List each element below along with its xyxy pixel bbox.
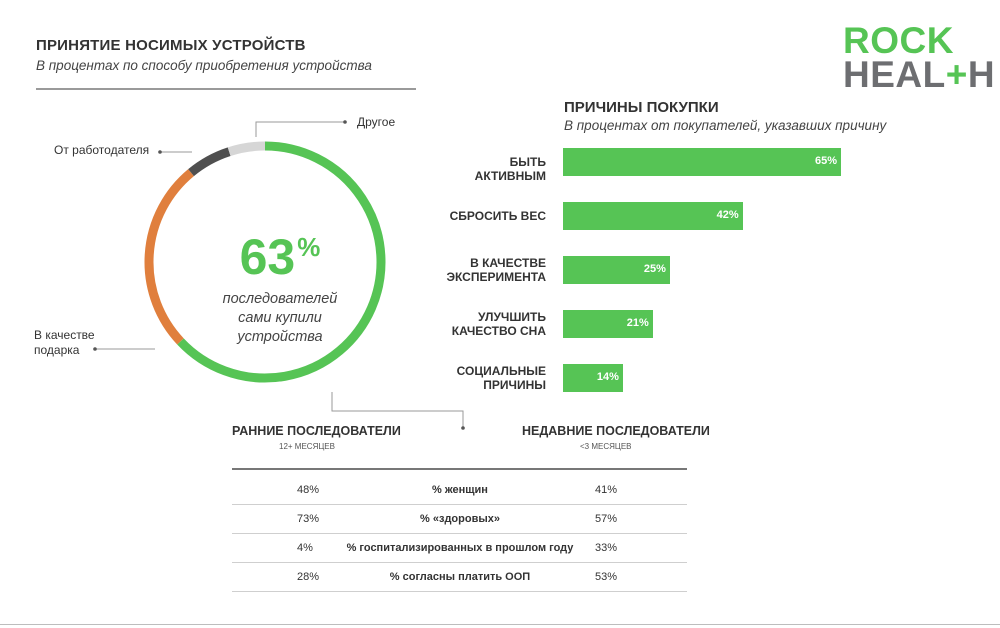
table-metric-label: % женщин: [432, 484, 488, 496]
label-gift: В качестве подарка: [34, 328, 95, 357]
big-caption-line: сами купили: [238, 310, 322, 326]
leader-dot-table: [461, 426, 465, 430]
bar-value-label: 65%: [814, 155, 837, 167]
donut-segment-gift: [144, 169, 194, 345]
bar-category-line: ЭКСПЕРИМЕНТА: [446, 270, 546, 284]
donut-ring: [144, 141, 386, 383]
bar: 21%: [563, 310, 653, 338]
table-metric-label: % согласны платить ООП: [389, 571, 531, 583]
rock-health-logo: ROCK HEAL + H: [843, 20, 996, 95]
donut-segment-self: [177, 141, 386, 383]
title-divider: [36, 88, 416, 90]
table-metric-label: % госпитализированных в прошлом году: [346, 542, 574, 554]
big-percent: 63%: [205, 228, 355, 286]
bar: 25%: [563, 256, 670, 284]
big-caption: последователей сами купили устройства: [195, 290, 365, 347]
big-percent-unit: %: [297, 232, 321, 262]
table-cell: 4%: [297, 542, 313, 554]
leader-dot-gift: [93, 347, 97, 351]
bar: 42%: [563, 202, 743, 230]
logo-line-2-c: H: [967, 54, 996, 95]
logo-line-1: ROCK: [843, 20, 954, 61]
bar-chart-title: ПРИЧИНЫ ПОКУПКИ: [564, 99, 719, 116]
table-cell: 28%: [297, 571, 320, 583]
bar-category-line: СОЦИАЛЬНЫЕ: [456, 364, 546, 378]
logo-line-2-a: HEAL: [843, 54, 946, 95]
bar-category-label: СБРОСИТЬ ВЕС: [436, 209, 546, 223]
table-cell: 41%: [595, 484, 618, 496]
leader-dot-other: [343, 120, 347, 124]
label-employer: От работодателя: [54, 143, 150, 157]
table-header-rule: [232, 468, 687, 470]
donut-segment-other: [227, 141, 266, 156]
footer-rule: [0, 624, 1000, 625]
donut-segment-employer: [188, 147, 231, 177]
logo-line-2: HEAL + H: [843, 54, 996, 95]
bar-category-label: БЫТЬ АКТИВНЫМ: [436, 155, 546, 183]
bar-value-label: 25%: [643, 263, 666, 275]
bar-category-label: СОЦИАЛЬНЫЕ ПРИЧИНЫ: [436, 364, 546, 392]
table-row-rule: [232, 504, 687, 505]
table-cell: 33%: [595, 542, 618, 554]
table-row-rule: [232, 591, 687, 592]
bar-category-label: УЛУЧШИТЬ КАЧЕСТВО СНА: [436, 310, 546, 338]
big-caption-line: последователей: [222, 291, 338, 307]
col-head-early: РАННИЕ ПОСЛЕДОВАТЕЛИ: [232, 424, 401, 438]
chart-title: ПРИНЯТИЕ НОСИМЫХ УСТРОЙСТВ: [36, 37, 306, 54]
logo-plus: +: [945, 54, 968, 95]
bar-category-line: СБРОСИТЬ ВЕС: [449, 209, 546, 223]
big-percent-value: 63: [239, 229, 296, 285]
chart-subtitle: В процентах по способу приобретения устр…: [36, 58, 372, 73]
col-sub-recent: <3 МЕСЯЦЕВ: [580, 442, 632, 451]
leader-to-table: [331, 392, 464, 428]
big-caption-line: устройства: [237, 329, 323, 345]
label-other: Другое: [357, 115, 396, 129]
bar-category-label: В КАЧЕСТВЕ ЭКСПЕРИМЕНТА: [436, 256, 546, 284]
bar: 14%: [563, 364, 623, 392]
bar-value-label: 14%: [596, 371, 619, 383]
bar-chart-subtitle: В процентах от покупателей, указавших пр…: [564, 118, 887, 133]
col-head-recent: НЕДАВНИЕ ПОСЛЕДОВАТЕЛИ: [522, 424, 710, 438]
table-cell: 53%: [595, 571, 618, 583]
bar: 65%: [563, 148, 841, 176]
table-cell: 48%: [297, 484, 320, 496]
bar-category-line: УЛУЧШИТЬ: [478, 310, 546, 324]
leader-dot-employer: [158, 150, 162, 154]
table-row-rule: [232, 533, 687, 534]
bar-category-line: БЫТЬ АКТИВНЫМ: [474, 155, 546, 183]
table-metric-label: % «здоровых»: [420, 513, 500, 525]
table-row-rule: [232, 562, 687, 563]
col-sub-early: 12+ МЕСЯЦЕВ: [279, 442, 335, 451]
leader-other: [255, 121, 345, 137]
bar-value-label: 42%: [716, 209, 739, 221]
table-cell: 73%: [297, 513, 320, 525]
table-cell: 57%: [595, 513, 618, 525]
bar-category-line: КАЧЕСТВО СНА: [451, 324, 546, 338]
bar-category-line: В КАЧЕСТВЕ: [470, 256, 546, 270]
bar-category-line: ПРИЧИНЫ: [483, 378, 546, 392]
bar-value-label: 21%: [626, 317, 649, 329]
